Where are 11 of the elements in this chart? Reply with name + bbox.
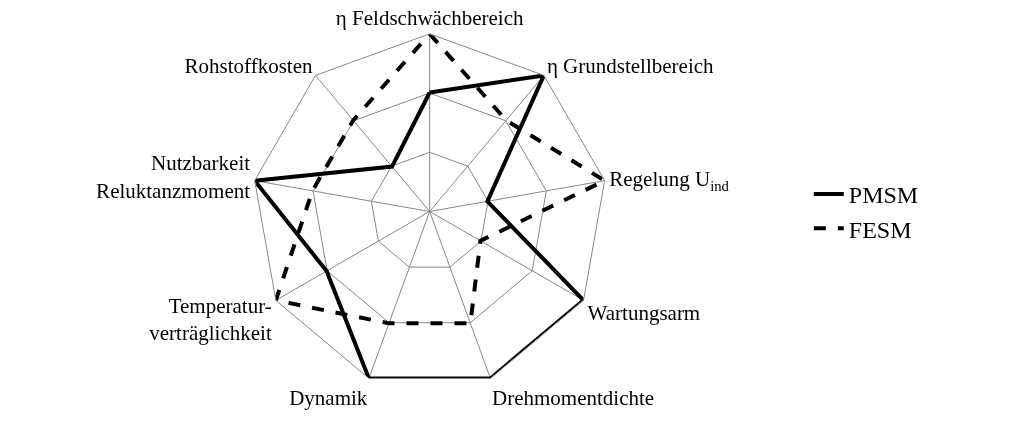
spoke-label: Rohstoffkosten bbox=[184, 54, 313, 79]
spoke-label: Drehmomentdichte bbox=[492, 386, 655, 411]
legend-label: PMSM bbox=[848, 182, 919, 209]
spoke-label: Wartungsarm bbox=[587, 300, 701, 325]
spoke-label: Dynamik bbox=[289, 386, 368, 411]
spoke-label: η Grundstellbereich bbox=[546, 54, 715, 79]
spoke-label: Nutzbarkeit Reluktanzmoment bbox=[96, 151, 251, 203]
legend-label: FESM bbox=[848, 216, 912, 243]
spoke-label: η Feldschwächbereich bbox=[335, 5, 524, 30]
spoke-label: Regelung U$_{ind}$ bbox=[609, 167, 730, 194]
spoke-label: Temperatur- verträglichkeit bbox=[149, 293, 272, 346]
